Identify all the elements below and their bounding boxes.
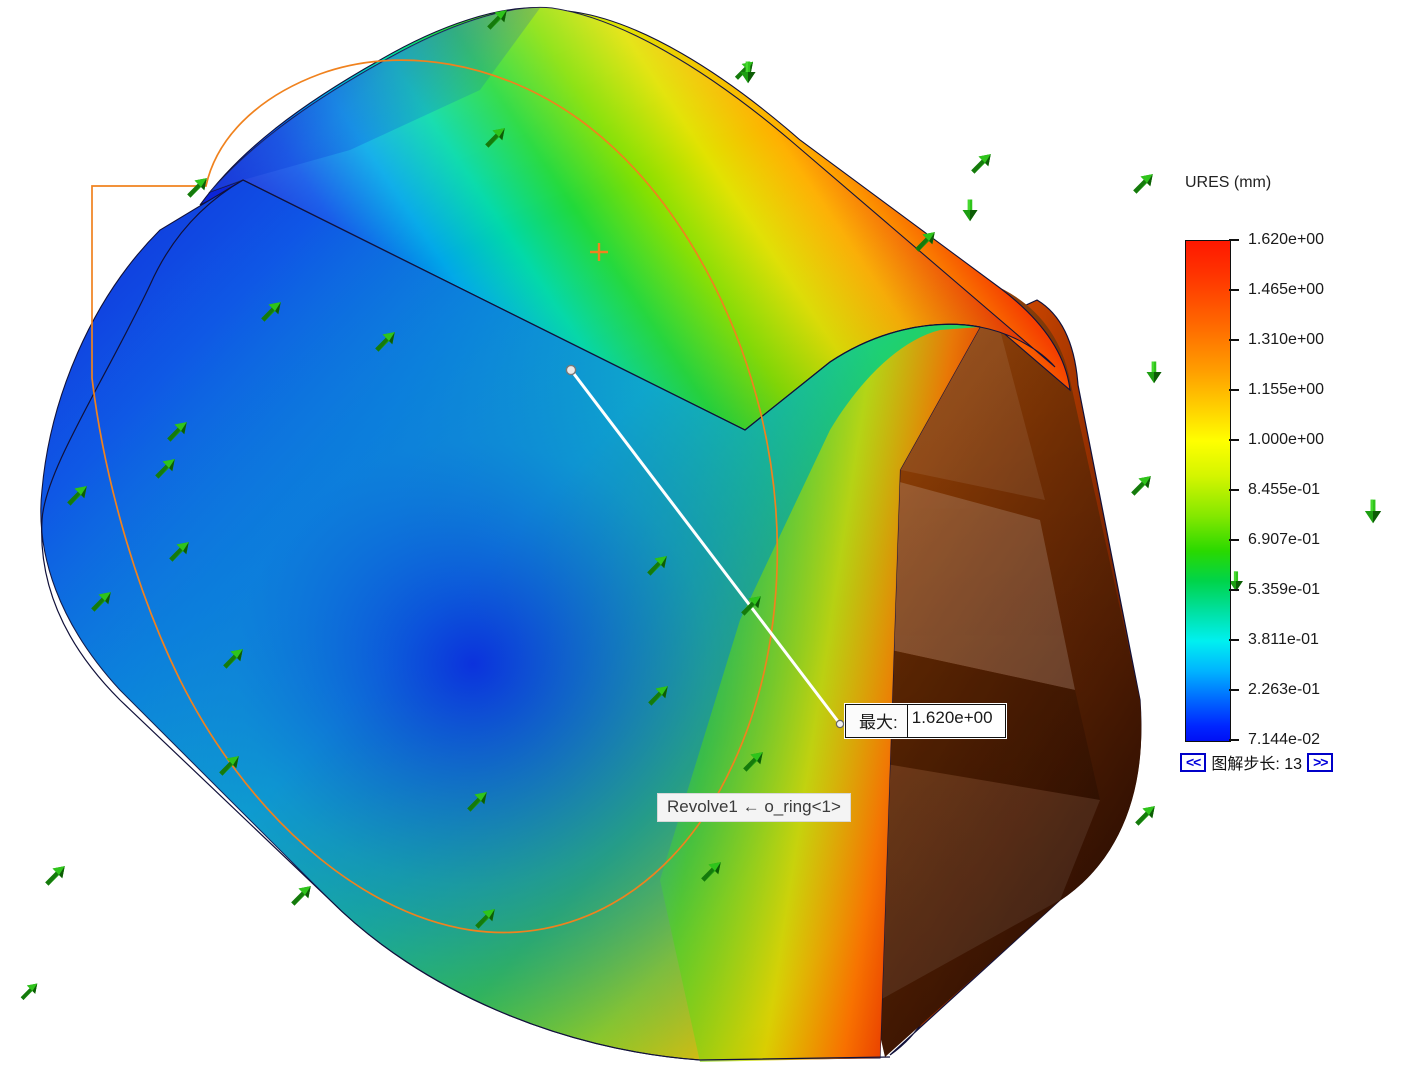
legend-label: 6.907e-01 [1248, 531, 1321, 548]
max-callout-label: 最大: [846, 705, 908, 737]
legend-tick [1229, 389, 1239, 391]
legend-label: 8.455e-01 [1248, 481, 1321, 498]
max-callout-value: 1.620e+00 [911, 708, 993, 727]
legend-label: 5.359e-01 [1248, 581, 1321, 598]
color-legend: URES (mm) 1.620e+00 1.465e+00 1.310e+00 1.1… [1180, 170, 1400, 770]
legend-tick [1229, 239, 1239, 241]
legend-label: 1.155e+00 [1248, 381, 1325, 398]
load-arrow-icon [1135, 806, 1155, 826]
o-ring-solid-body[interactable] [40, 6, 1142, 1062]
legend-tick [1229, 639, 1239, 641]
load-arrow-icon [187, 178, 207, 198]
sketch-ellipse-path [91, 59, 779, 934]
load-arrow-icon [1133, 174, 1153, 194]
legend-color-bar[interactable] [1185, 240, 1231, 742]
load-arrow-icon [20, 983, 38, 1000]
legend-label: 1.000e+00 [1248, 431, 1325, 448]
legend-tick [1229, 589, 1239, 591]
sketch-origin-cross-icon [590, 243, 608, 261]
legend-title: URES (mm) [1185, 174, 1272, 191]
load-arrow-icon [971, 154, 991, 174]
model-feature-label[interactable]: Revolve1 ← o_ring<1> [657, 793, 851, 822]
load-arrow-icon [1131, 476, 1151, 496]
legend-label: 7.144e-02 [1248, 731, 1321, 748]
plot-step-label: 图解步长: 13 [1211, 756, 1303, 773]
legend-tick [1229, 289, 1239, 291]
plot-step-prev-button[interactable]: << [1180, 752, 1207, 772]
body-top-fold-edge [242, 179, 981, 431]
body-silhouette [41, 179, 891, 1061]
legend-label: 2.263e-01 [1248, 681, 1321, 698]
legend-tick [1229, 689, 1239, 691]
legend-label: 1.310e+00 [1248, 331, 1325, 348]
legend-tick [1229, 439, 1239, 441]
max-callout-label-text: 最大 [859, 713, 893, 732]
plot-step-control[interactable]: << 图解步长: 13 >> [1180, 750, 1334, 774]
sketch-ellipse-orange[interactable] [91, 59, 824, 944]
legend-tick [1229, 739, 1239, 741]
load-arrow-icon [45, 866, 65, 886]
legend-label: 1.620e+00 [1248, 231, 1325, 248]
legend-tick [1229, 539, 1239, 541]
plot-step-next-button[interactable]: >> [1307, 752, 1334, 772]
legend-tick [1229, 339, 1239, 341]
legend-label: 3.811e-01 [1248, 631, 1319, 648]
body-top-left-blue [210, 8, 540, 192]
restraint-arrow-icon [962, 199, 978, 222]
legend-tick [1229, 489, 1239, 491]
load-arrow-icon [291, 886, 311, 906]
max-callout-separator: : [893, 713, 898, 732]
restraint-arrow-icon [1146, 361, 1162, 384]
max-probe-leader [565, 364, 845, 729]
max-value-callout[interactable]: 最大: 1.620e+00 [845, 704, 1006, 738]
legend-label: 1.465e+00 [1248, 281, 1325, 298]
body-front-warm-edge [660, 327, 980, 1062]
